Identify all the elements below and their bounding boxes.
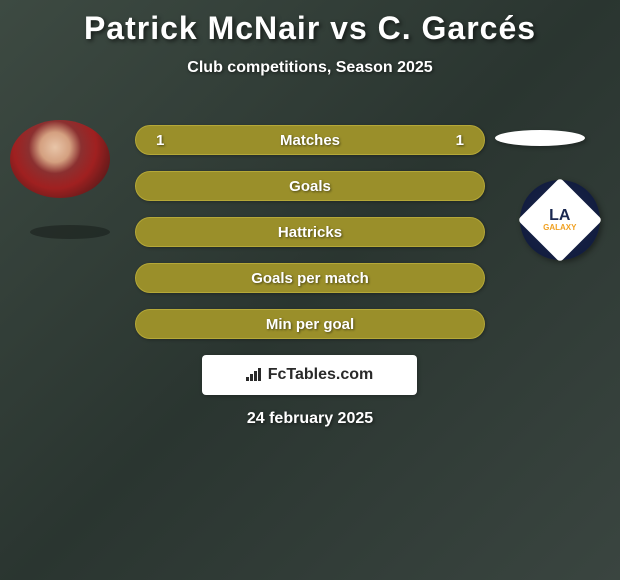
stat-bar-goals: Goals [135, 171, 485, 201]
logo-top-text: LA [543, 208, 576, 224]
stat-bar-matches: 1 Matches 1 [135, 125, 485, 155]
stat-label: Hattricks [278, 224, 342, 241]
stat-left-value: 1 [156, 132, 164, 149]
stats-container: 1 Matches 1 Goals Hattricks Goals per ma… [135, 125, 485, 355]
stat-label: Min per goal [266, 316, 354, 333]
stat-label: Goals [289, 178, 331, 195]
date-text: 24 february 2025 [0, 410, 620, 428]
logo-bottom-text: GALAXY [543, 224, 576, 232]
stat-right-value: 1 [456, 132, 464, 149]
player-right-placeholder [495, 130, 585, 146]
stat-label: Matches [280, 132, 340, 149]
player-left-avatar [10, 120, 110, 198]
la-galaxy-logo: LA GALAXY [518, 178, 603, 263]
player-left-shadow [30, 225, 110, 239]
page-title: Patrick McNair vs C. Garcés [0, 0, 620, 47]
fctables-text: FcTables.com [268, 366, 374, 384]
fctables-badge[interactable]: FcTables.com [202, 355, 417, 395]
subtitle: Club competitions, Season 2025 [0, 59, 620, 77]
player-right-club-badge: LA GALAXY [520, 180, 600, 260]
stat-bar-goals-per-match: Goals per match [135, 263, 485, 293]
stat-label: Goals per match [251, 270, 369, 287]
chart-icon [246, 367, 264, 384]
stat-bar-hattricks: Hattricks [135, 217, 485, 247]
stat-bar-min-per-goal: Min per goal [135, 309, 485, 339]
